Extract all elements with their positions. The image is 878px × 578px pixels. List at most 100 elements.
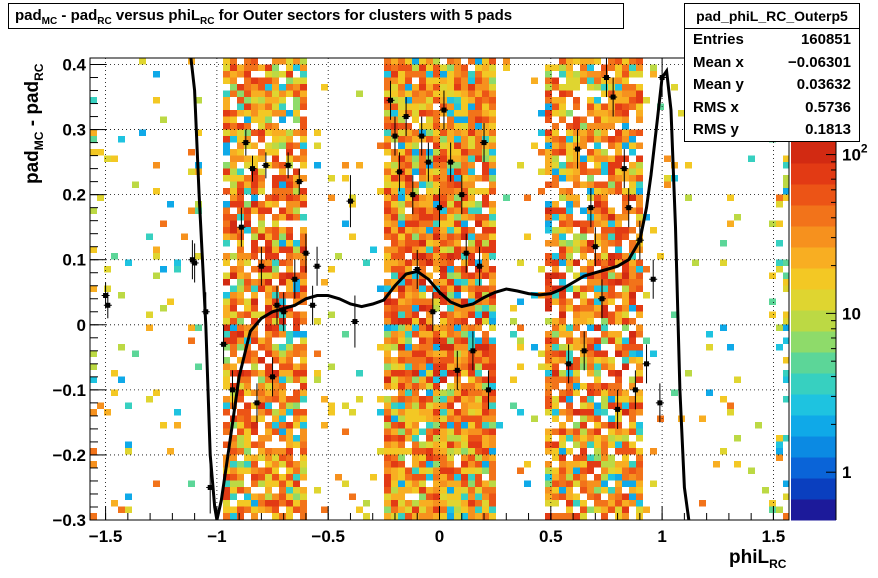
heatmap-cell (405, 155, 412, 162)
heatmap-cell (447, 337, 454, 344)
heatmap-cell (454, 272, 461, 279)
heatmap-cell (468, 233, 475, 240)
heatmap-cell (433, 337, 440, 344)
heatmap-cell (615, 214, 622, 221)
heatmap-cell (384, 337, 391, 344)
colorbar-label: 102 (842, 142, 868, 165)
heatmap-cell (454, 428, 461, 435)
heatmap-cell (566, 331, 573, 338)
heatmap-cell (440, 487, 447, 494)
heatmap-cell (482, 272, 489, 279)
heatmap-cell (419, 415, 426, 422)
heatmap-cell (454, 396, 461, 403)
heatmap-cell (104, 266, 111, 273)
heatmap-cell (237, 246, 244, 253)
heatmap-cell (426, 97, 433, 104)
heatmap-cell (384, 454, 391, 461)
heatmap-cell (636, 201, 643, 208)
heatmap-cell (433, 422, 440, 429)
heatmap-cell (636, 435, 643, 442)
heatmap-cell (468, 279, 475, 286)
heatmap-cell (237, 253, 244, 260)
heatmap-cell (475, 155, 482, 162)
heatmap-cell (398, 292, 405, 299)
heatmap-cell (258, 435, 265, 442)
heatmap-cell (300, 155, 307, 162)
heatmap-cell (482, 285, 489, 292)
heatmap-cell (398, 474, 405, 481)
heatmap-cell (90, 136, 97, 143)
heatmap-cell (608, 506, 615, 513)
heatmap-cell (300, 454, 307, 461)
heatmap-cell (559, 324, 566, 331)
heatmap-cell (573, 337, 580, 344)
heatmap-cell (426, 474, 433, 481)
heatmap-cell (405, 259, 412, 266)
heatmap-cell (391, 188, 398, 195)
heatmap-cell (433, 279, 440, 286)
heatmap-cell (237, 422, 244, 429)
heatmap-cell (384, 181, 391, 188)
heatmap-cell (398, 220, 405, 227)
heatmap-cell (314, 350, 321, 357)
heatmap-cell (279, 493, 286, 500)
heatmap-cell (566, 376, 573, 383)
heatmap-cell (251, 90, 258, 97)
heatmap-cell (244, 441, 251, 448)
heatmap-cell (601, 84, 608, 91)
heatmap-cell (433, 428, 440, 435)
heatmap-cell (545, 129, 552, 136)
heatmap-cell (391, 168, 398, 175)
heatmap-cell (545, 428, 552, 435)
heatmap-cell (419, 266, 426, 273)
heatmap-cell (545, 149, 552, 156)
heatmap-cell (293, 500, 300, 507)
heatmap-cell (447, 292, 454, 299)
heatmap-cell (272, 142, 279, 149)
heatmap-cell (454, 344, 461, 351)
heatmap-cell (272, 149, 279, 156)
heatmap-cell (615, 168, 622, 175)
heatmap-cell (405, 279, 412, 286)
heatmap-cell (622, 77, 629, 84)
heatmap-cells (90, 58, 789, 520)
heatmap-cell (580, 357, 587, 364)
heatmap-cell (454, 409, 461, 416)
heatmap-cell (419, 298, 426, 305)
heatmap-cell (405, 383, 412, 390)
heatmap-cell (622, 188, 629, 195)
heatmap-cell (615, 305, 622, 312)
heatmap-cell (237, 344, 244, 351)
heatmap-cell (545, 155, 552, 162)
heatmap-cell (251, 188, 258, 195)
heatmap-cell (272, 246, 279, 253)
heatmap-cell (230, 188, 237, 195)
heatmap-cell (489, 272, 496, 279)
heatmap-cell (398, 331, 405, 338)
heatmap-cell (237, 480, 244, 487)
heatmap-cell (454, 279, 461, 286)
heatmap-cell (335, 253, 342, 260)
heatmap-cell (426, 318, 433, 325)
profile-point (564, 344, 573, 384)
heatmap-cell (230, 396, 237, 403)
heatmap-cell (608, 435, 615, 442)
heatmap-cell (384, 129, 391, 136)
heatmap-cell (272, 513, 279, 520)
heatmap-cell (615, 64, 622, 71)
heatmap-cell (433, 168, 440, 175)
heatmap-cell (475, 142, 482, 149)
heatmap-cell (237, 71, 244, 78)
heatmap-cell (433, 136, 440, 143)
heatmap-cell (419, 292, 426, 299)
heatmap-cell (440, 136, 447, 143)
profile-point (268, 357, 277, 397)
heatmap-cell (419, 337, 426, 344)
heatmap-cell (258, 188, 265, 195)
heatmap-cell (475, 97, 482, 104)
heatmap-cell (559, 409, 566, 416)
heatmap-cell (622, 71, 629, 78)
heatmap-cell (237, 318, 244, 325)
heatmap-cell (601, 467, 608, 474)
heatmap-cell (594, 389, 601, 396)
